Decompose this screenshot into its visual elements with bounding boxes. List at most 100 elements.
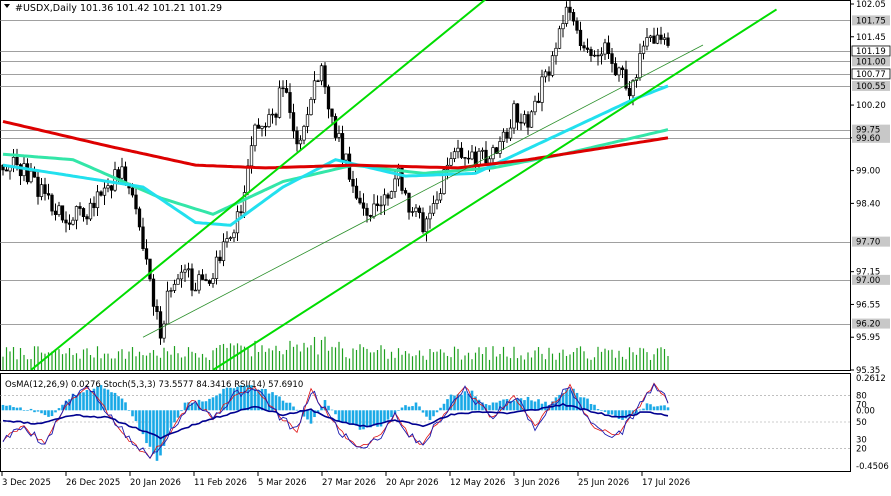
date-label: 3 Jun 2026: [514, 478, 560, 488]
dropdown-triangle-icon[interactable]: [4, 4, 10, 8]
candle-body: [298, 139, 303, 145]
candle-body: [652, 35, 656, 44]
channel-line: [142, 44, 704, 338]
osma-bar: [337, 410, 341, 421]
candle-body: [288, 92, 292, 113]
osma-bar: [232, 388, 236, 411]
level-label: 99.60: [856, 134, 880, 144]
candle-body: [57, 205, 61, 215]
date-label: 20 Jan 2026: [130, 478, 181, 488]
candle-body: [228, 237, 233, 240]
rsi-line: [2, 402, 669, 440]
osma-bar: [36, 410, 40, 412]
candle-body: [389, 191, 394, 199]
osma-bar: [61, 404, 64, 411]
osma-bar: [180, 410, 183, 412]
ohlc-readout: 101.36 101.42 101.21 101.29: [80, 3, 222, 14]
candle-body: [60, 205, 65, 221]
osma-bar: [316, 410, 320, 413]
osma-bar: [544, 401, 547, 411]
oscillator-level-label: 30: [856, 436, 867, 446]
osma-bar: [278, 396, 281, 411]
osma-bar: [523, 400, 526, 411]
framed-level-box: [851, 68, 891, 80]
osma-bar: [579, 397, 582, 411]
candle-body: [141, 226, 145, 250]
candle-body: [305, 114, 310, 127]
osma-bar: [274, 395, 278, 411]
date-label: 27 Mar 2026: [322, 478, 376, 488]
osma-bar: [134, 410, 138, 422]
osma-bar: [85, 390, 89, 411]
candle-body: [211, 278, 215, 284]
osma-bar: [411, 406, 414, 411]
candle-body: [291, 112, 296, 132]
price-tick-label: 95.35: [856, 366, 880, 376]
candle-body: [309, 99, 313, 116]
candle-body: [477, 150, 481, 166]
candle-body: [435, 199, 439, 204]
candle-body: [46, 193, 51, 196]
candle-body: [575, 20, 579, 31]
oscillator-level-label: -0.4506: [856, 462, 889, 472]
level-label-box: [852, 15, 890, 26]
candle-body: [529, 111, 534, 128]
osma-bar: [8, 405, 12, 411]
osma-bar: [141, 410, 145, 435]
osma-bar: [582, 397, 586, 411]
osma-bar: [323, 400, 327, 411]
candle-body: [260, 125, 264, 129]
osma-bar: [575, 392, 579, 411]
candle-body: [179, 271, 184, 280]
date-label: 5 Mar 2026: [258, 478, 306, 488]
osma-bar: [652, 406, 656, 411]
candle-body: [372, 203, 376, 217]
candle-body: [130, 187, 135, 196]
candle-body: [36, 176, 40, 197]
osma-bar: [376, 410, 379, 427]
oscillator-level-label: 0.00: [856, 406, 875, 416]
candle-body: [148, 258, 152, 280]
candle-body: [71, 219, 75, 225]
osma-bar: [204, 401, 208, 411]
candle-body: [344, 153, 348, 161]
osma-bar: [162, 410, 166, 446]
level-label: 96.20: [856, 320, 880, 330]
osma-bar: [309, 410, 313, 424]
candle-body: [200, 274, 205, 280]
candle-body: [617, 67, 621, 76]
osma-bar: [656, 406, 659, 411]
osma-bar: [512, 400, 516, 411]
osma-bar: [481, 402, 484, 411]
candle-body: [319, 65, 324, 82]
candle-body: [512, 103, 516, 129]
osma-bar: [547, 405, 551, 411]
candle-body: [295, 130, 299, 145]
candle-body: [78, 206, 82, 209]
osma-bar: [40, 410, 43, 414]
candle-body: [494, 147, 499, 154]
price-tick-label: 101.45: [856, 33, 886, 43]
osma-bar: [260, 388, 264, 411]
osma-bar: [43, 410, 47, 416]
candle-body: [659, 34, 663, 40]
osma-bar: [197, 399, 201, 411]
candle-body: [641, 45, 646, 54]
candle-body: [109, 185, 114, 191]
osma-bar: [621, 410, 624, 420]
osma-bar: [82, 392, 85, 411]
osma-bar: [610, 410, 614, 415]
candle-body: [554, 47, 558, 57]
candle-body: [242, 192, 247, 214]
candle-body: [333, 116, 338, 138]
candle-body: [547, 71, 551, 76]
osma-bar: [502, 399, 505, 411]
oscillator-pane-frame: [0, 373, 851, 472]
oscillator-level-label: 0.2612: [856, 374, 886, 384]
osma-bar: [222, 388, 225, 411]
candle-body: [631, 80, 635, 97]
osma-bar: [439, 407, 442, 411]
oscillator-level-label: 50: [856, 418, 867, 428]
